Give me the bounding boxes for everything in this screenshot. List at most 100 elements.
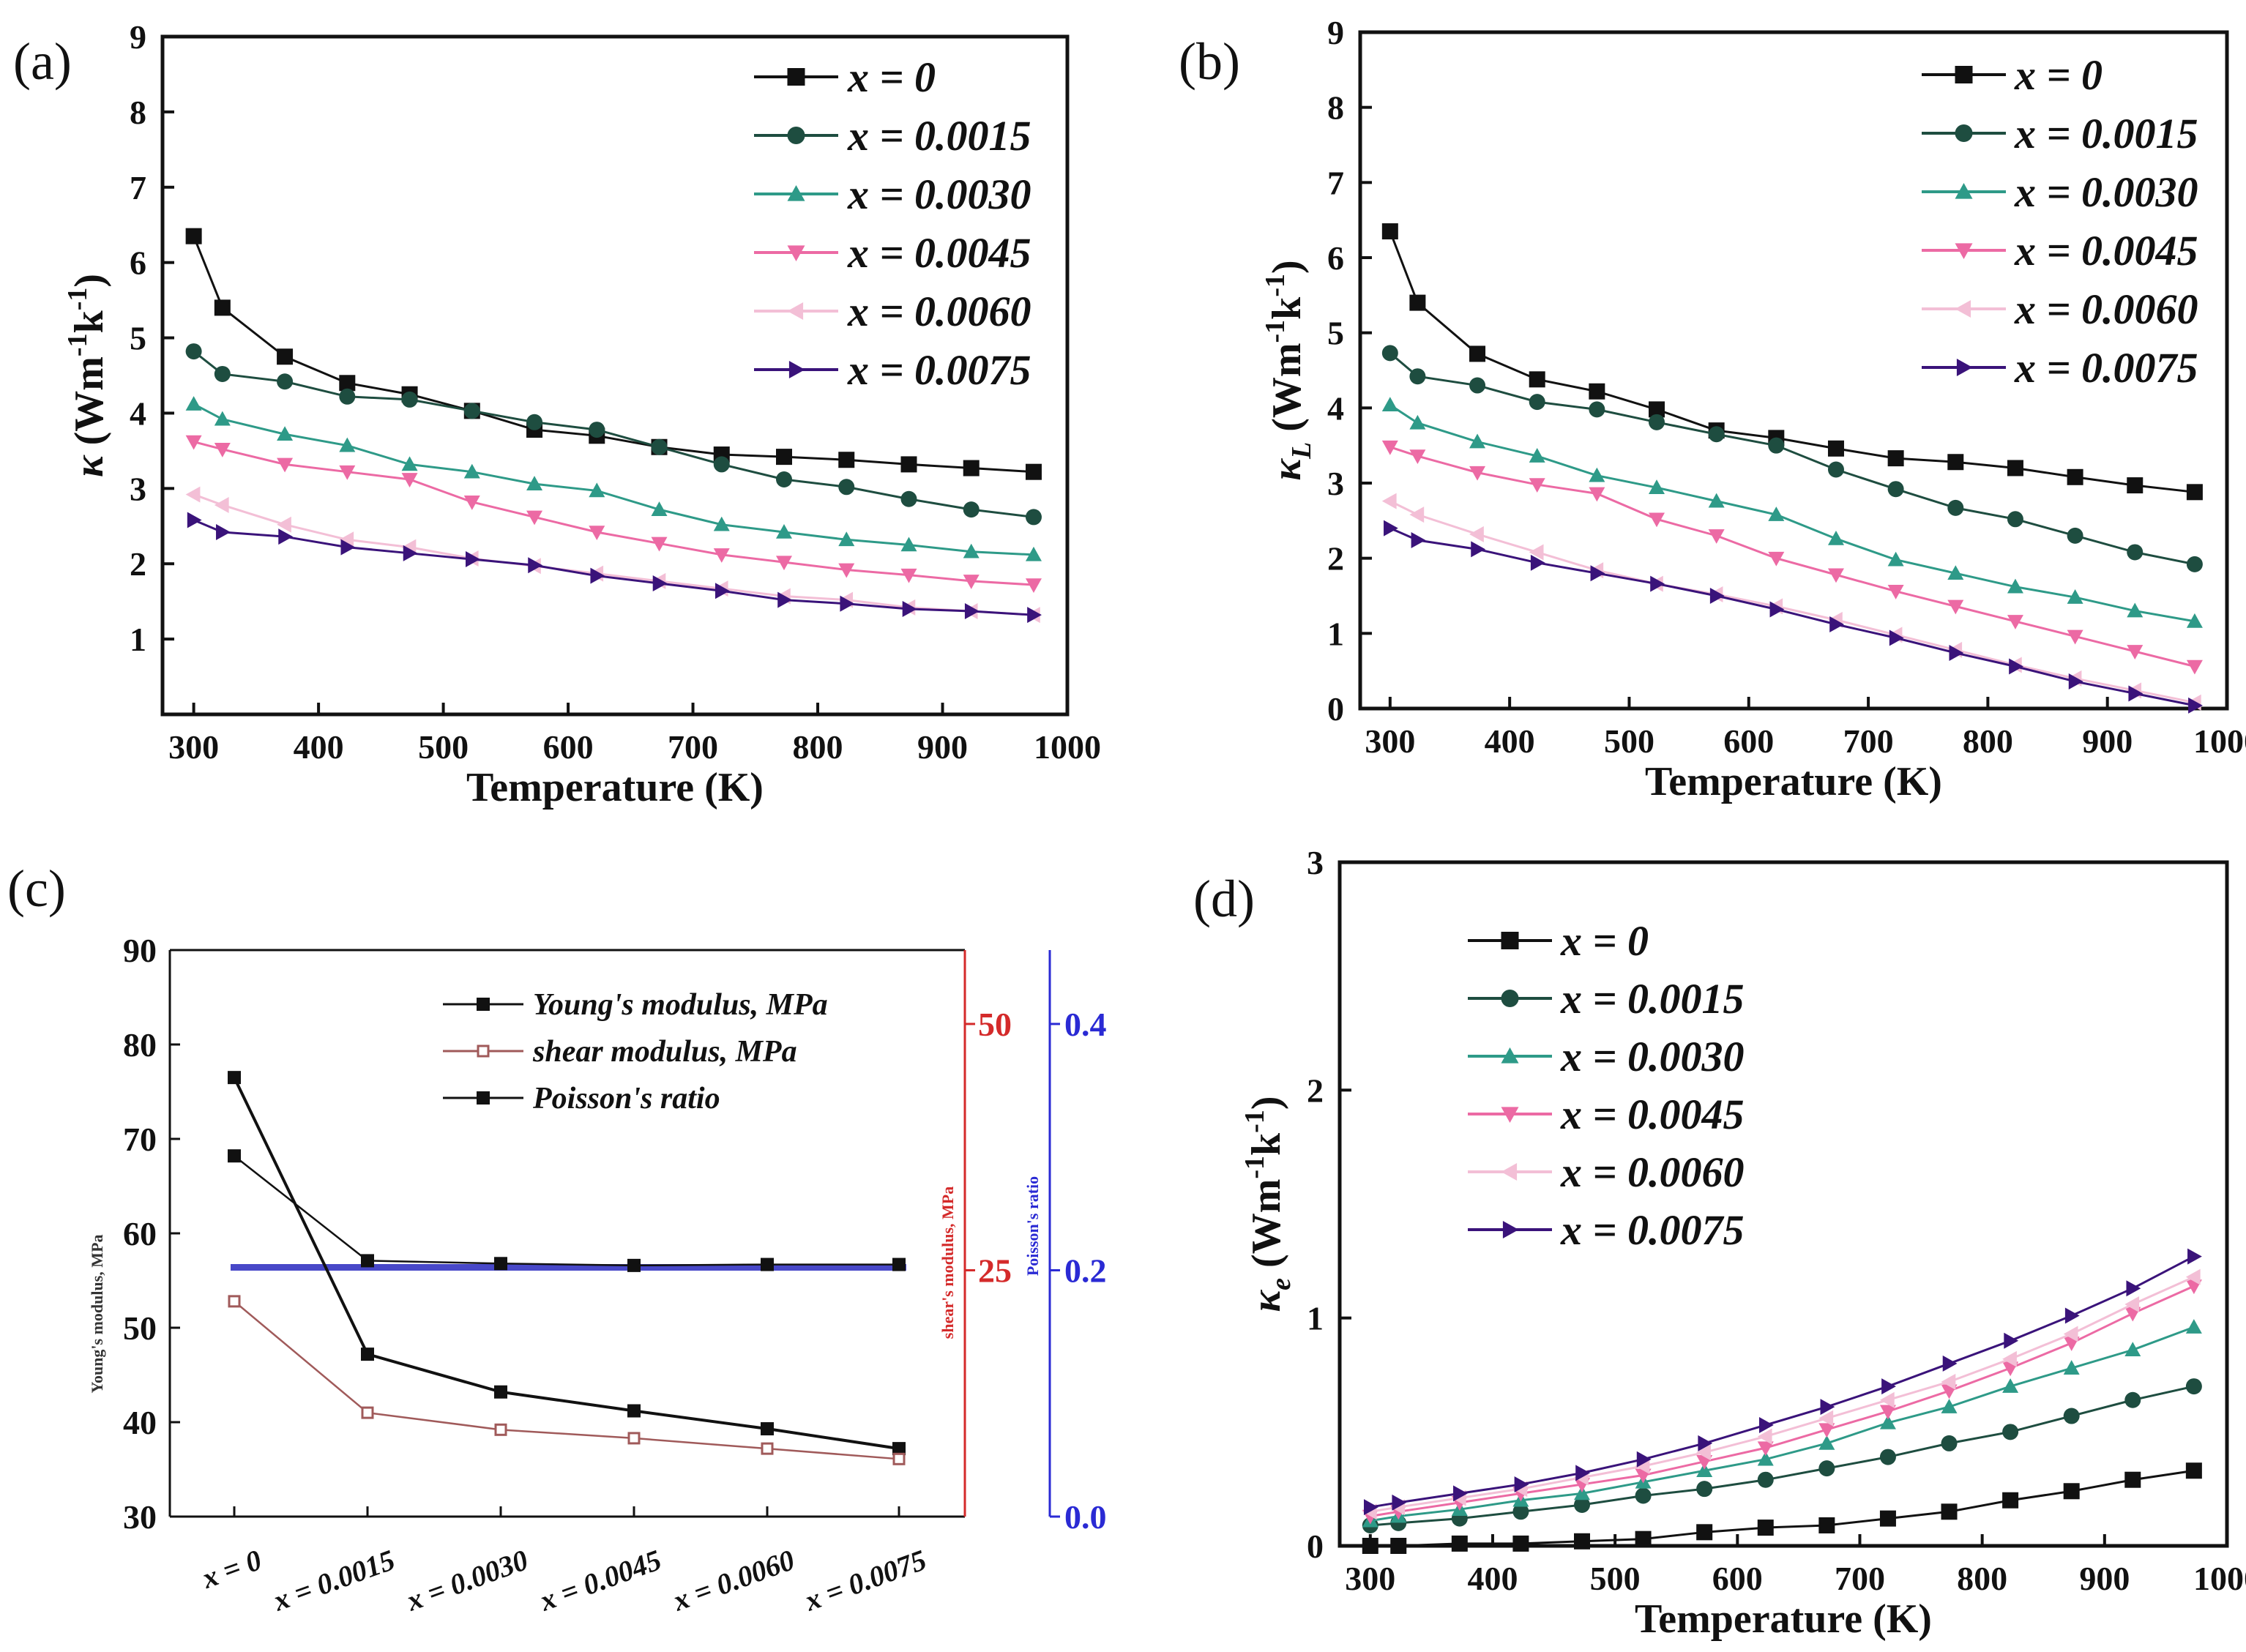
- y-tick-label: 4: [1327, 389, 1344, 427]
- legend-marker: [1955, 66, 1973, 83]
- data-point: [2128, 685, 2144, 702]
- y-tick-label: 3: [1307, 844, 1324, 881]
- plot-frame: [1358, 30, 2229, 711]
- data-point: [1390, 1538, 1407, 1554]
- x-tick-label: 600: [1723, 722, 1774, 760]
- data-point: [1827, 461, 1844, 478]
- legend-label: x = 0.0060: [2014, 285, 2198, 333]
- y-axis-title-part: -1: [62, 333, 93, 356]
- data-point: [1941, 1435, 1958, 1451]
- data-point: [2185, 1462, 2202, 1479]
- data-point: [776, 524, 793, 539]
- data-point: [840, 595, 855, 612]
- series-line: [1370, 1255, 2195, 1509]
- x-category-label: x = 0: [197, 1543, 266, 1595]
- y3-tick-label: 0.4: [1064, 1006, 1107, 1043]
- legend-marker: [1955, 243, 1973, 259]
- legend-marker: [1502, 1221, 1519, 1238]
- data-point: [1708, 529, 1725, 544]
- data-point: [892, 1452, 906, 1465]
- legend-marker: [1955, 183, 1973, 199]
- y-axis-title-part: e: [1266, 1278, 1297, 1290]
- data-point: [401, 473, 418, 487]
- data-point: [1696, 1524, 1713, 1541]
- y-axis-title-part: k: [1264, 296, 1310, 320]
- legend-marker: [1955, 300, 1971, 318]
- series-line: [234, 1300, 900, 1460]
- y-tick-label: 6: [1327, 239, 1344, 277]
- data-point: [2007, 460, 2023, 476]
- data-point: [1362, 1538, 1378, 1554]
- series-line: [1389, 403, 2195, 623]
- panel-label: (b): [1179, 32, 1240, 91]
- data-point: [1941, 1373, 1956, 1390]
- x-tick-label: 800: [1957, 1560, 2007, 1597]
- legend-marker: [788, 361, 805, 378]
- legend-label: Young's modulus, MPa: [533, 988, 828, 1022]
- legend-label: x = 0.0015: [847, 112, 1031, 160]
- data-point: [1649, 414, 1665, 430]
- series-4: x = 0.0060: [185, 288, 1040, 624]
- data-point: [1769, 601, 1785, 618]
- data-point: [838, 531, 855, 547]
- series-2: x = 0.0030: [185, 171, 1042, 561]
- panel-a: (a) 300 400 500 600 700 800 900 1000 1 2 3 4 5 6 7 8 9 Tem…: [13, 18, 1101, 810]
- y-tick-label: 9: [130, 18, 146, 56]
- series-0: Young's modulus, MPa: [228, 988, 906, 1456]
- data-point: [339, 388, 356, 405]
- x-category-label: x = 0.0045: [534, 1543, 665, 1618]
- data-point: [1589, 401, 1605, 418]
- data-point: [494, 1423, 507, 1436]
- y-tick-label: 7: [1327, 164, 1344, 201]
- legend-label: x = 0.0030: [1560, 1033, 1745, 1080]
- legend-label: x = 0.0015: [1560, 975, 1745, 1023]
- data-point: [214, 496, 229, 513]
- data-point: [185, 486, 201, 503]
- legend-marker: [787, 68, 805, 86]
- data-point: [1941, 1399, 1958, 1413]
- data-point: [1887, 585, 1904, 599]
- x-category-label: x = 0.0030: [401, 1543, 532, 1618]
- data-point: [1887, 450, 1904, 467]
- data-point: [1696, 1444, 1711, 1461]
- series-1: shear modulus, MPa: [228, 1035, 906, 1465]
- data-point: [1512, 1535, 1529, 1552]
- data-point: [1879, 1449, 1896, 1465]
- data-point: [2185, 1319, 2202, 1334]
- data-point: [1381, 440, 1398, 455]
- y-axis-title-part: k: [1244, 1132, 1289, 1156]
- data-point: [1363, 1499, 1378, 1516]
- data-point: [2186, 659, 2203, 675]
- y-tick-label: 3: [1327, 465, 1344, 502]
- data-point: [1635, 1530, 1652, 1547]
- data-point: [963, 543, 980, 558]
- legend-label: x = 0.0045: [847, 229, 1031, 277]
- y3-axis-title: Poisson's ratio: [1023, 1176, 1042, 1276]
- data-point: [1384, 520, 1398, 537]
- data-point: [1768, 507, 1785, 521]
- data-point: [228, 1071, 241, 1085]
- legend-label: Poisson's ratio: [532, 1082, 720, 1115]
- data-point: [463, 403, 480, 419]
- data-point: [1818, 1423, 1835, 1438]
- data-point: [2064, 1307, 2080, 1324]
- data-point: [2004, 1332, 2019, 1349]
- y-tick-label: 2: [1307, 1072, 1324, 1109]
- data-point: [1649, 401, 1665, 418]
- data-point: [964, 603, 980, 620]
- x-tick-label: 900: [2082, 722, 2133, 760]
- y-axis-title-part: -1: [1239, 1156, 1270, 1179]
- data-point: [1471, 541, 1486, 558]
- data-point: [187, 512, 202, 528]
- y-tick-label: 1: [1307, 1300, 1324, 1337]
- data-point: [1708, 426, 1725, 443]
- data-point: [777, 591, 793, 608]
- data-point: [2124, 1391, 2141, 1408]
- data-point: [339, 465, 356, 480]
- legend-label: x = 0.0060: [847, 288, 1031, 335]
- data-point: [1589, 383, 1605, 400]
- data-point: [277, 348, 294, 365]
- data-point: [1529, 478, 1545, 493]
- data-point: [526, 476, 543, 490]
- legend-marker: [477, 1091, 490, 1105]
